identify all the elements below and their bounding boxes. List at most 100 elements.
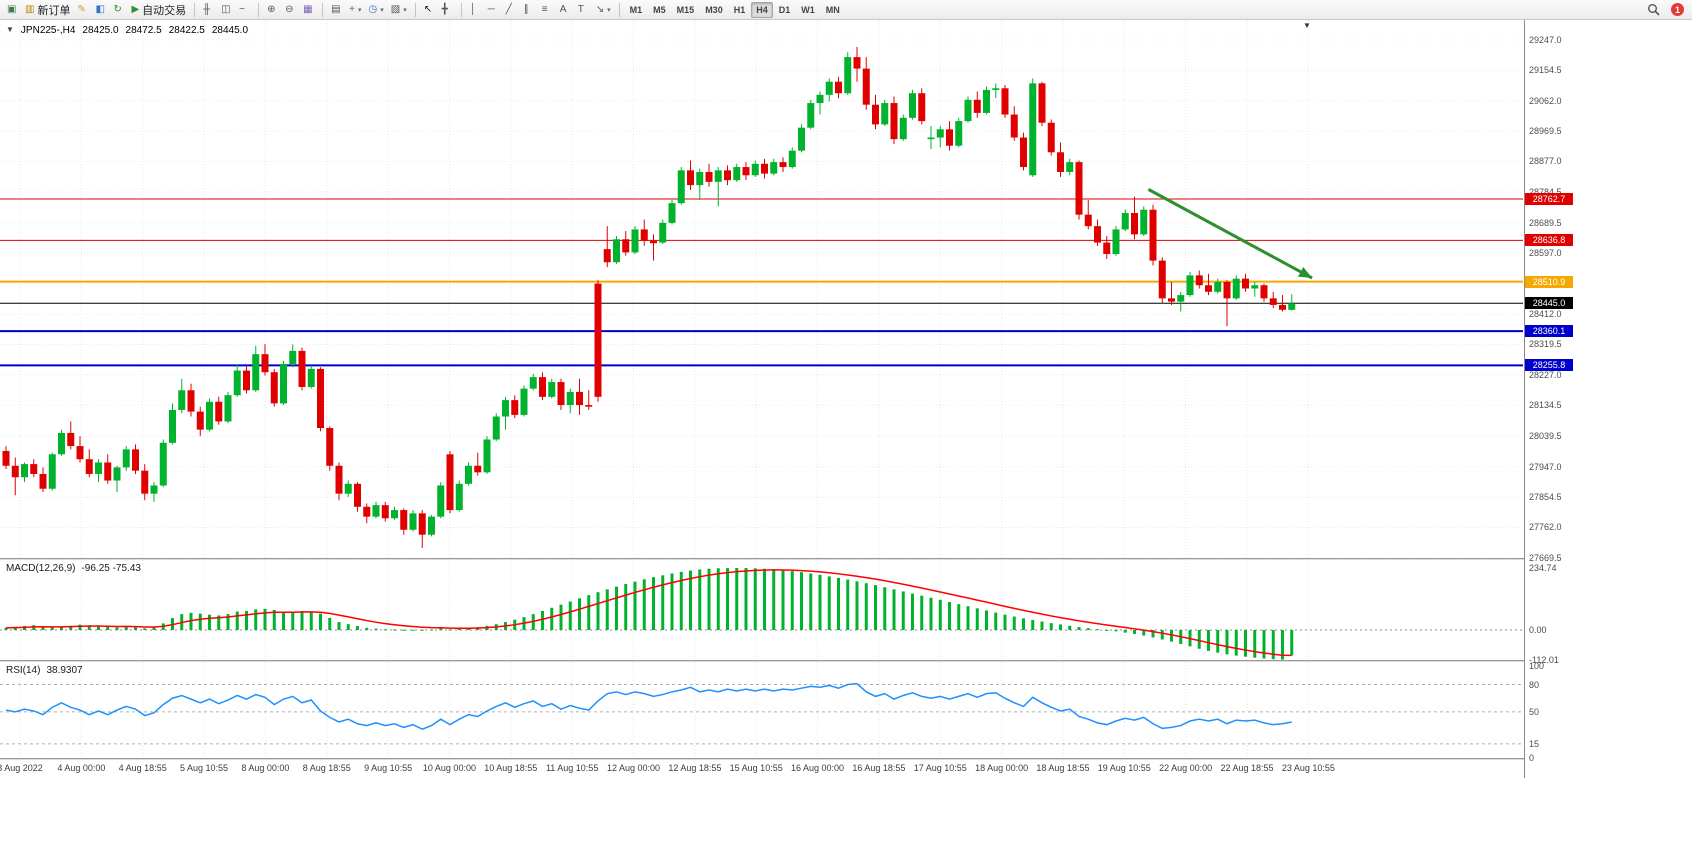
- templates-button[interactable]: ▧ ▾: [388, 1, 410, 18]
- rsi-indicator-panel[interactable]: RSI(14) 38.9307: [0, 662, 1523, 758]
- macd-title: MACD(12,26,9): [6, 563, 76, 574]
- text-button[interactable]: A: [557, 1, 574, 18]
- dropdown-caret-icon: ▾: [358, 6, 362, 14]
- chart-ohlc-header: ▼ JPN225-,H4 28425.0 28472.5 28422.5 284…: [6, 25, 248, 36]
- metaeditor-button[interactable]: ✎: [74, 1, 91, 18]
- time-axis[interactable]: 3 Aug 2022 4 Aug 00:00 4 Aug 18:55 5 Aug 10…: [0, 760, 1523, 778]
- candles-layer: [2, 46, 1296, 548]
- chart-shift-marker-icon[interactable]: ▼: [1303, 21, 1311, 30]
- price-axis-label: 28597.0: [1529, 248, 1562, 259]
- fibonacci-icon: ≡: [541, 4, 548, 15]
- profiles-icon: ◧: [95, 4, 105, 15]
- cursor-icon: ↖: [423, 4, 433, 15]
- zoom-out-button[interactable]: ⊖: [282, 1, 299, 18]
- main-chart-panel[interactable]: ▼ JPN225-,H4 28425.0 28472.5 28422.5 284…: [0, 20, 1523, 558]
- time-axis-label: 17 Aug 10:55: [913, 763, 967, 773]
- time-axis-label: 23 Aug 10:55: [1281, 763, 1335, 773]
- price-axis-label: 28412.0: [1529, 309, 1562, 320]
- crosshair-button[interactable]: ╋: [439, 1, 456, 18]
- profiles-button[interactable]: ◧: [92, 1, 109, 18]
- new-order-label: 新订单: [37, 4, 71, 17]
- rsi-line: [5, 682, 1292, 731]
- timeframe-m1-button[interactable]: M1: [625, 2, 648, 18]
- level-price-label: 28255.8: [1525, 359, 1573, 372]
- panel-divider[interactable]: [0, 758, 1692, 760]
- timeframe-h4-button[interactable]: H4: [751, 1, 773, 18]
- timeframe-d1-button[interactable]: D1: [774, 2, 796, 18]
- macd-axis-label: 0.00: [1529, 624, 1547, 635]
- timeframe-m30-button[interactable]: M30: [700, 2, 728, 18]
- macd-chart[interactable]: [0, 560, 1523, 660]
- horizontal-line-button[interactable]: ─: [485, 1, 502, 18]
- candlestick-chart[interactable]: [0, 20, 1523, 558]
- timeframe-mn-button[interactable]: MN: [821, 2, 845, 18]
- bottom-empty-area: [0, 778, 1692, 843]
- toolbar-separator: [460, 2, 462, 17]
- refresh-button[interactable]: ↻: [110, 1, 127, 18]
- time-axis-label: 8 Aug 18:55: [302, 763, 351, 773]
- data-window-button[interactable]: ▤: [328, 1, 345, 18]
- macd-indicator-label: MACD(12,26,9) -96.25 -75.43: [6, 563, 141, 574]
- label-button[interactable]: T: [575, 1, 592, 18]
- trend-arrow: [1147, 188, 1313, 280]
- fibonacci-button[interactable]: ≡: [539, 1, 556, 18]
- grid-layer: [0, 560, 1523, 660]
- periods-button[interactable]: ◷ ▾: [366, 1, 387, 18]
- timeframe-m5-button[interactable]: M5: [648, 2, 671, 18]
- time-axis-label: 18 Aug 18:55: [1036, 763, 1090, 773]
- bars-chart-button[interactable]: ╫: [200, 1, 217, 18]
- rsi-axis-label: 100: [1529, 661, 1545, 672]
- macd-histogram-layer: [4, 567, 1294, 660]
- timeframe-h1-button[interactable]: H1: [729, 2, 751, 18]
- toolbar-separator: [322, 2, 324, 17]
- zoom-in-button[interactable]: ⊕: [264, 1, 281, 18]
- panel-divider[interactable]: [0, 558, 1692, 560]
- price-axis-label: 29062.0: [1529, 95, 1562, 106]
- line-chart-button[interactable]: ~: [236, 1, 253, 18]
- toolbar: ▣ ▥ 新订单 ✎ ◧ ↻ ▶ 自动交易 ╫ ◫ ~ ⊕ ⊖ ▦ ▤ + ▾ ◷ ▾ ▧ ▾ ↖ ╋ │ ─ ╱ ∥ ≡ A T ↘ ▾ M1 M…: [0, 0, 1692, 20]
- new-chart-icon: ▣: [7, 4, 17, 15]
- price-axis[interactable]: 29247.0 29154.5 29062.0 28969.5 28877.0 28784…: [1524, 20, 1692, 778]
- tile-windows-button[interactable]: ▦: [300, 1, 317, 18]
- chart-open-value: 28425.0: [82, 25, 119, 36]
- new-order-button[interactable]: ▥ 新订单: [22, 1, 73, 18]
- panel-divider[interactable]: [0, 660, 1692, 662]
- time-axis-label: 10 Aug 00:00: [422, 763, 476, 773]
- timeframe-w1-button[interactable]: W1: [796, 2, 820, 18]
- arrows-button[interactable]: ↘ ▾: [593, 1, 614, 18]
- autotrade-label: 自动交易: [142, 4, 187, 17]
- toolbar-buttons-group: ▣ ▥ 新订单 ✎ ◧ ↻ ▶ 自动交易 ╫ ◫ ~ ⊕ ⊖ ▦ ▤ + ▾ ◷ ▾ ▧ ▾ ↖ ╋ │ ─ ╱ ∥ ≡ A T ↘ ▾ M1 M…: [4, 1, 1644, 18]
- candles-chart-button[interactable]: ◫: [218, 1, 235, 18]
- macd-indicator-panel[interactable]: MACD(12,26,9) -96.25 -75.43: [0, 560, 1523, 660]
- cursor-button[interactable]: ↖: [421, 1, 438, 18]
- crosshair-icon: ╋: [441, 4, 448, 15]
- chart-close-value: 28445.0: [211, 25, 249, 36]
- new-chart-button[interactable]: ▣: [4, 1, 21, 18]
- level-price-label: 28360.1: [1525, 325, 1573, 338]
- price-axis-label: 28319.5: [1529, 339, 1562, 350]
- indicators-button[interactable]: + ▾: [346, 1, 364, 18]
- time-axis-label: 15 Aug 10:55: [729, 763, 783, 773]
- vertical-line-button[interactable]: │: [467, 1, 484, 18]
- channel-icon: ∥: [523, 4, 529, 15]
- trendline-icon: ╱: [505, 4, 512, 15]
- symbol-search-button[interactable]: [1644, 1, 1663, 18]
- level-price-label: 28636.8: [1525, 234, 1573, 247]
- timeframe-m15-button[interactable]: M15: [672, 2, 700, 18]
- notification-badge[interactable]: 1: [1671, 3, 1684, 16]
- toolbar-separator: [258, 2, 260, 17]
- time-axis-label: 19 Aug 10:55: [1097, 763, 1151, 773]
- label-icon: T: [577, 4, 584, 15]
- time-axis-label: 3 Aug 2022: [0, 763, 43, 773]
- chart-collapse-icon[interactable]: ▼: [6, 25, 14, 34]
- time-axis-label: 5 Aug 10:55: [180, 763, 229, 773]
- trendline-button[interactable]: ╱: [503, 1, 520, 18]
- arrows-icon: ↘: [595, 4, 605, 15]
- macd-axis-label: 234.74: [1529, 562, 1557, 573]
- price-axis-label: 28227.0: [1529, 369, 1562, 380]
- channel-button[interactable]: ∥: [521, 1, 538, 18]
- indicators-icon: +: [349, 4, 355, 15]
- rsi-chart[interactable]: [0, 662, 1523, 758]
- autotrade-button[interactable]: ▶ 自动交易: [128, 1, 189, 18]
